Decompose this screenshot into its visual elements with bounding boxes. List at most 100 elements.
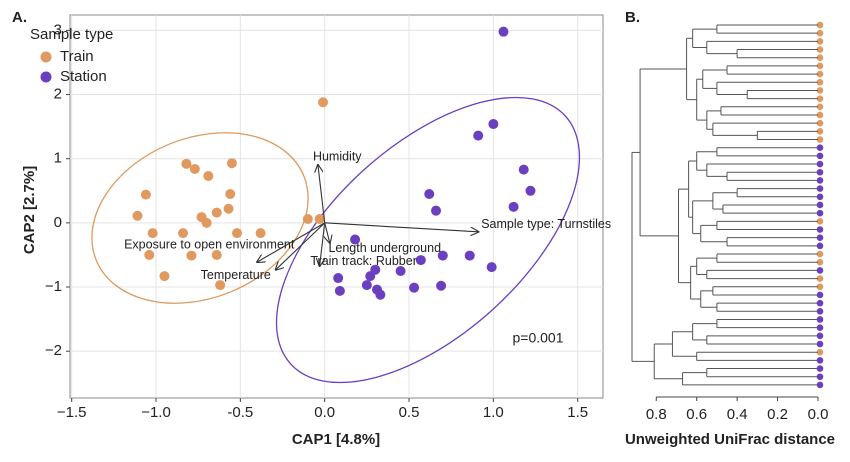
leaf xyxy=(816,275,824,282)
leaf xyxy=(816,373,824,381)
y-tick-label: −1 xyxy=(45,278,62,295)
leaf xyxy=(816,218,824,225)
point xyxy=(255,228,266,239)
point xyxy=(333,273,344,284)
y-axis-label: CAP2 [2.7%] xyxy=(21,166,38,254)
point xyxy=(498,26,509,37)
point xyxy=(223,203,234,214)
train-ellipse xyxy=(91,132,309,304)
vector-arrow xyxy=(276,222,326,270)
x-axis-label: Unweighted UniFrac distance xyxy=(625,431,835,448)
leaf xyxy=(816,381,824,389)
point xyxy=(518,164,529,175)
leaf xyxy=(816,316,824,323)
vector-arrow xyxy=(325,222,330,243)
point xyxy=(211,249,222,260)
legend-label: Station xyxy=(60,68,107,85)
point xyxy=(178,228,189,239)
legend-label: Train xyxy=(60,48,94,65)
x-tick-label: 0.6 xyxy=(686,406,707,423)
point xyxy=(350,234,361,245)
vector-arrow xyxy=(320,222,326,266)
x-tick-label: 0.5 xyxy=(399,404,420,421)
y-tick-label: −2 xyxy=(45,342,62,359)
leaf xyxy=(816,365,824,372)
leaf xyxy=(816,95,824,102)
leaf xyxy=(816,234,824,241)
x-tick-label: 0.4 xyxy=(727,406,748,423)
leaf xyxy=(816,357,824,364)
point xyxy=(318,97,329,108)
leaf xyxy=(816,168,824,176)
point xyxy=(215,280,226,291)
leaf xyxy=(816,38,824,45)
point xyxy=(361,280,372,291)
vector-label: Sample type: Turnstiles xyxy=(481,217,611,231)
panel-label: B. xyxy=(625,9,640,26)
point xyxy=(189,163,200,174)
x-tick-label: 1.0 xyxy=(483,404,504,421)
leaf xyxy=(816,21,824,29)
point xyxy=(226,158,237,169)
leaf xyxy=(816,177,824,184)
point xyxy=(211,207,222,218)
leaf xyxy=(816,291,824,299)
y-tick-label: 1 xyxy=(54,150,62,167)
point xyxy=(424,188,435,199)
point xyxy=(302,214,313,225)
y-tick-label: 2 xyxy=(54,86,62,103)
leaf xyxy=(816,136,824,143)
leaf xyxy=(816,128,824,135)
y-tick-label: 0 xyxy=(54,214,62,231)
leaf xyxy=(816,193,824,201)
leaf xyxy=(816,324,824,331)
leaf xyxy=(816,283,824,291)
point xyxy=(203,171,214,182)
vector-label: Exposure to open environment xyxy=(124,237,295,251)
x-tick-label: -0.5 xyxy=(227,404,253,421)
leaf xyxy=(816,267,824,274)
point xyxy=(473,130,484,141)
leaf xyxy=(816,29,824,37)
point xyxy=(314,214,325,225)
leaf xyxy=(816,152,824,160)
leaf xyxy=(816,160,824,168)
vector-label: Temperature xyxy=(201,268,271,282)
leaf xyxy=(816,185,824,192)
point xyxy=(225,188,236,199)
x-tick-label: 1.5 xyxy=(567,404,588,421)
point xyxy=(201,217,212,228)
leaf xyxy=(816,242,824,250)
point xyxy=(365,271,376,282)
point xyxy=(431,205,442,216)
x-tick-label: 0.8 xyxy=(646,406,667,423)
x-tick-label: 0.0 xyxy=(314,404,335,421)
point xyxy=(231,228,242,239)
leaf xyxy=(816,258,824,266)
point xyxy=(181,158,192,169)
leaf xyxy=(816,54,824,62)
point xyxy=(464,250,475,261)
leaf xyxy=(816,308,824,315)
legend-swatch xyxy=(40,71,52,83)
point xyxy=(415,255,426,266)
point xyxy=(395,265,406,276)
x-tick-label: −1.0 xyxy=(141,404,171,421)
vector-label: Length underground xyxy=(328,241,441,255)
legend-title: Sample type xyxy=(30,26,113,43)
leaf xyxy=(816,111,824,119)
leaf xyxy=(816,226,824,233)
leaf xyxy=(816,299,824,307)
point xyxy=(334,285,345,296)
point xyxy=(486,262,497,273)
panel-label: A. xyxy=(12,9,27,26)
point xyxy=(488,119,499,130)
vector-arrow xyxy=(257,222,325,262)
leaf xyxy=(816,87,824,94)
point xyxy=(409,282,420,293)
point xyxy=(132,210,143,221)
point xyxy=(525,185,536,196)
point xyxy=(144,249,155,260)
x-axis-label: CAP1 [4.8%] xyxy=(292,431,380,448)
